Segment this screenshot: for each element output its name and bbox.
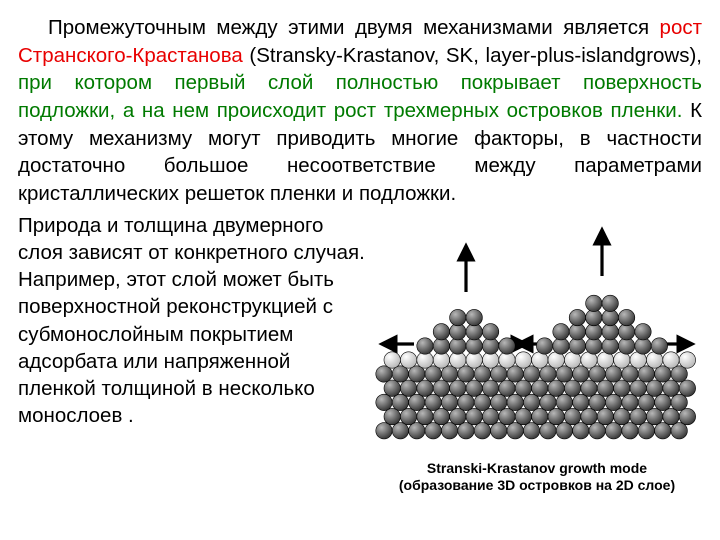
p1-green: при котором первый слой полностью покрыв… <box>18 71 702 122</box>
figure-caption: Stranski-Krastanov growth mode (образова… <box>399 460 675 495</box>
paragraph-1: Промежуточным между этими двумя механизм… <box>18 14 702 208</box>
caption-line-1: Stranski-Krastanov growth mode <box>427 460 647 476</box>
caption-line-2: (образование 3D островков на 2D слое) <box>399 477 675 493</box>
sk-growth-figure: Stranski-Krastanov growth mode (образова… <box>372 212 702 495</box>
paragraph-2: Природа и толщина двумерного слоя завися… <box>18 212 372 495</box>
sk-growth-diagram <box>372 214 702 454</box>
p1-part-a: Промежуточным между этими двумя механизм… <box>48 16 660 39</box>
p1-part-b: (Stransky-Krastanov, SK, layer-plus-isla… <box>243 44 702 67</box>
